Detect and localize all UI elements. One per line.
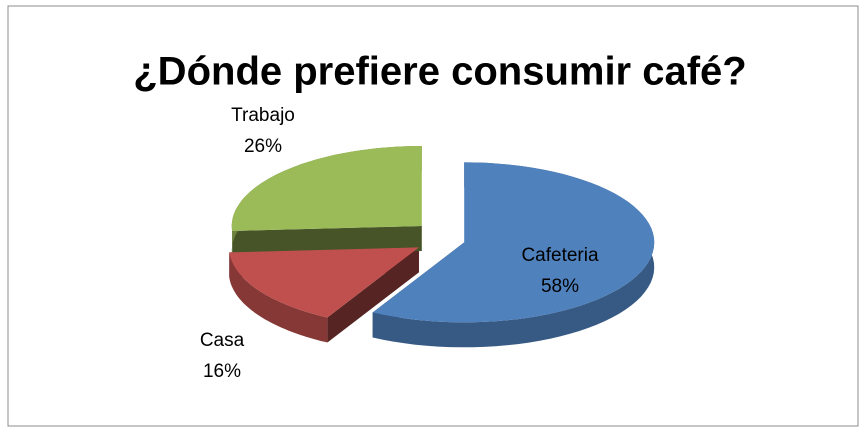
slice-value-label: 16% [203, 361, 241, 382]
slice-label: Cafeteria [521, 245, 599, 266]
slice [231, 146, 422, 231]
slice [372, 162, 655, 323]
chart-border [7, 5, 859, 427]
slice-side [229, 252, 328, 343]
slice-label: Casa [200, 330, 245, 351]
slice-value-label: 58% [541, 276, 579, 297]
slice-side [372, 162, 655, 348]
slice [229, 247, 419, 318]
slice-tops [229, 146, 655, 323]
slice-value-label: 26% [244, 136, 282, 157]
slice-label: Trabajo [231, 105, 295, 126]
chart-title: ¿Dónde prefiere consumir café? [133, 50, 746, 94]
slice-wall [232, 226, 422, 256]
